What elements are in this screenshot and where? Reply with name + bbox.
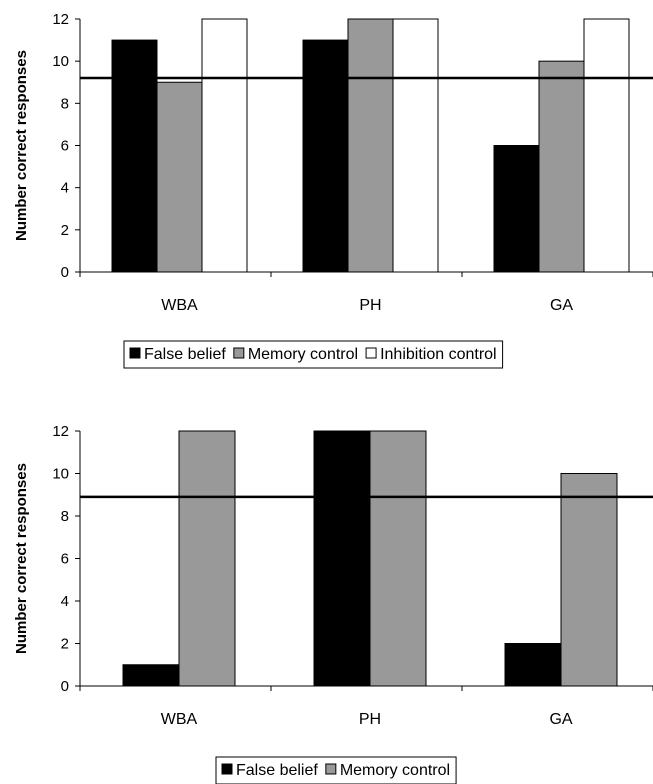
bar-inhibition-control [583, 18, 630, 273]
y-tick-label: 0 [61, 678, 69, 695]
legend-label: False belief [144, 346, 226, 363]
x-category-label: PH [359, 297, 381, 314]
legend: False belief Memory control Inhibition con… [123, 340, 504, 369]
legend-box [215, 756, 457, 784]
bar-memory-control [156, 81, 203, 273]
y-tick-label: 12 [52, 423, 69, 440]
bar-inhibition-control [201, 18, 248, 273]
chart-bottom: 0 2 4 6 8 10 12 WBA PH GA Number correct responses… [13, 423, 653, 784]
legend-swatch [129, 347, 141, 359]
bar-memory-control [560, 473, 618, 687]
x-category-label: GA [549, 711, 572, 728]
bar-memory-control [178, 430, 236, 687]
x-category-label: WBA [161, 297, 198, 314]
legend-swatch [325, 763, 337, 775]
y-tick-label: 8 [61, 508, 69, 525]
legend: False belief Memory control [215, 756, 457, 784]
y-tick-label: 10 [52, 466, 69, 483]
y-axis-title: Number correct responses [13, 463, 30, 654]
x-category-label: PH [359, 711, 381, 728]
y-tick-label: 6 [61, 138, 69, 155]
chart-top: 0 2 4 6 8 10 12 WBA PH GA Number correct responses… [13, 11, 653, 369]
bar-memory-control [347, 18, 394, 273]
bar-false-belief [302, 39, 349, 273]
y-tick-label: 4 [61, 180, 69, 197]
bar-false-belief [313, 430, 371, 687]
y-tick-label: 0 [61, 264, 69, 281]
y-axis-title: Number correct responses [13, 50, 30, 241]
legend-label: Inhibition control [380, 346, 497, 363]
y-tick-label: 2 [61, 636, 69, 653]
x-category-label: GA [550, 297, 573, 314]
bar-inhibition-control [392, 18, 439, 273]
bar-false-belief [122, 664, 180, 687]
bar-false-belief [493, 145, 540, 273]
y-tick-label: 4 [61, 593, 69, 610]
y-tick-label: 10 [52, 53, 69, 70]
legend-label: Memory control [248, 346, 358, 363]
legend-swatch [233, 347, 245, 359]
legend-swatch [221, 763, 233, 775]
legend-box [123, 340, 504, 369]
bar-memory-control [538, 60, 585, 273]
x-category-label: WBA [161, 711, 198, 728]
y-tick-label: 6 [61, 551, 69, 568]
y-tick-label: 8 [61, 95, 69, 112]
bar-false-belief [111, 39, 158, 273]
bar-memory-control [369, 430, 427, 687]
y-tick-label: 12 [52, 11, 69, 28]
legend-label: Memory control [340, 762, 450, 779]
bar-false-belief [504, 643, 562, 687]
legend-swatch [365, 347, 377, 359]
legend-label: False belief [236, 762, 318, 779]
y-tick-label: 2 [61, 222, 69, 239]
